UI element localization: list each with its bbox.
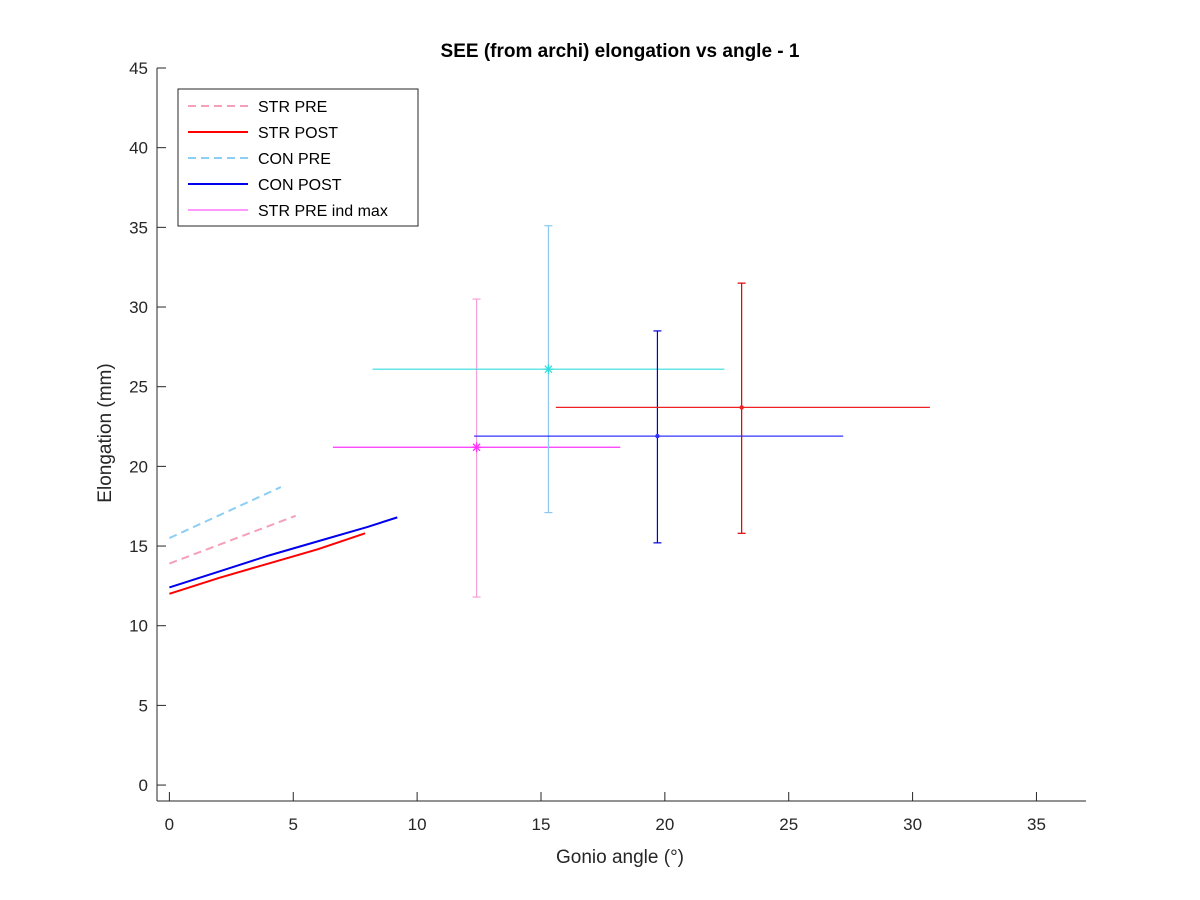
star-marker-stroke [472,443,481,452]
chart-title: SEE (from archi) elongation vs angle - 1 [441,41,800,62]
x-tick-label: 30 [903,815,922,834]
x-tick-label: 10 [408,815,427,834]
y-tick-label: 40 [129,139,148,158]
y-tick-label: 45 [129,59,148,78]
y-tick-label: 5 [139,696,148,715]
y-tick-label: 0 [139,776,148,795]
legend-label: STR PRE [258,99,327,116]
series-line-con-pre [168,486,282,539]
y-tick-label: 15 [129,537,148,556]
x-tick-label: 25 [779,815,798,834]
series-line-con-post [169,516,398,589]
x-tick-label: 5 [289,815,298,834]
y-tick-label: 10 [129,617,148,636]
plot-area [168,225,930,598]
y-tick-label: 25 [129,378,148,397]
legend: STR PRE STR POST CON PRE CON POST STR PRE in… [177,88,419,227]
axes: 0 5 10 15 20 25 30 35 0 5 10 15 20 25 30 35 40 45 [129,59,1086,834]
x-tick-label: 15 [532,815,551,834]
x-tick-label: 20 [655,815,674,834]
x-axis-label: Gonio angle (°) [556,847,684,868]
dot-marker-con-post-max [655,433,660,439]
dot-marker-str-post-max [739,405,744,410]
legend-label: CON POST [258,177,342,194]
legend-label: STR POST [258,125,338,142]
star-marker-con-pre-max [543,364,554,375]
x-tick-label: 0 [165,815,174,834]
legend-label: STR PRE ind max [258,203,388,220]
legend-label: CON PRE [258,151,331,168]
x-tick-label: 35 [1027,815,1046,834]
star-marker-stroke [544,365,553,374]
y-tick-label: 20 [129,457,148,476]
y-tick-label: 30 [129,298,148,317]
series-line-str-pre [169,514,297,565]
series-line-str-post [169,532,366,595]
y-axis-label: Elongation (mm) [95,363,116,502]
star-marker-str-pre-ind-max [471,442,482,453]
y-tick-label: 35 [129,218,148,237]
